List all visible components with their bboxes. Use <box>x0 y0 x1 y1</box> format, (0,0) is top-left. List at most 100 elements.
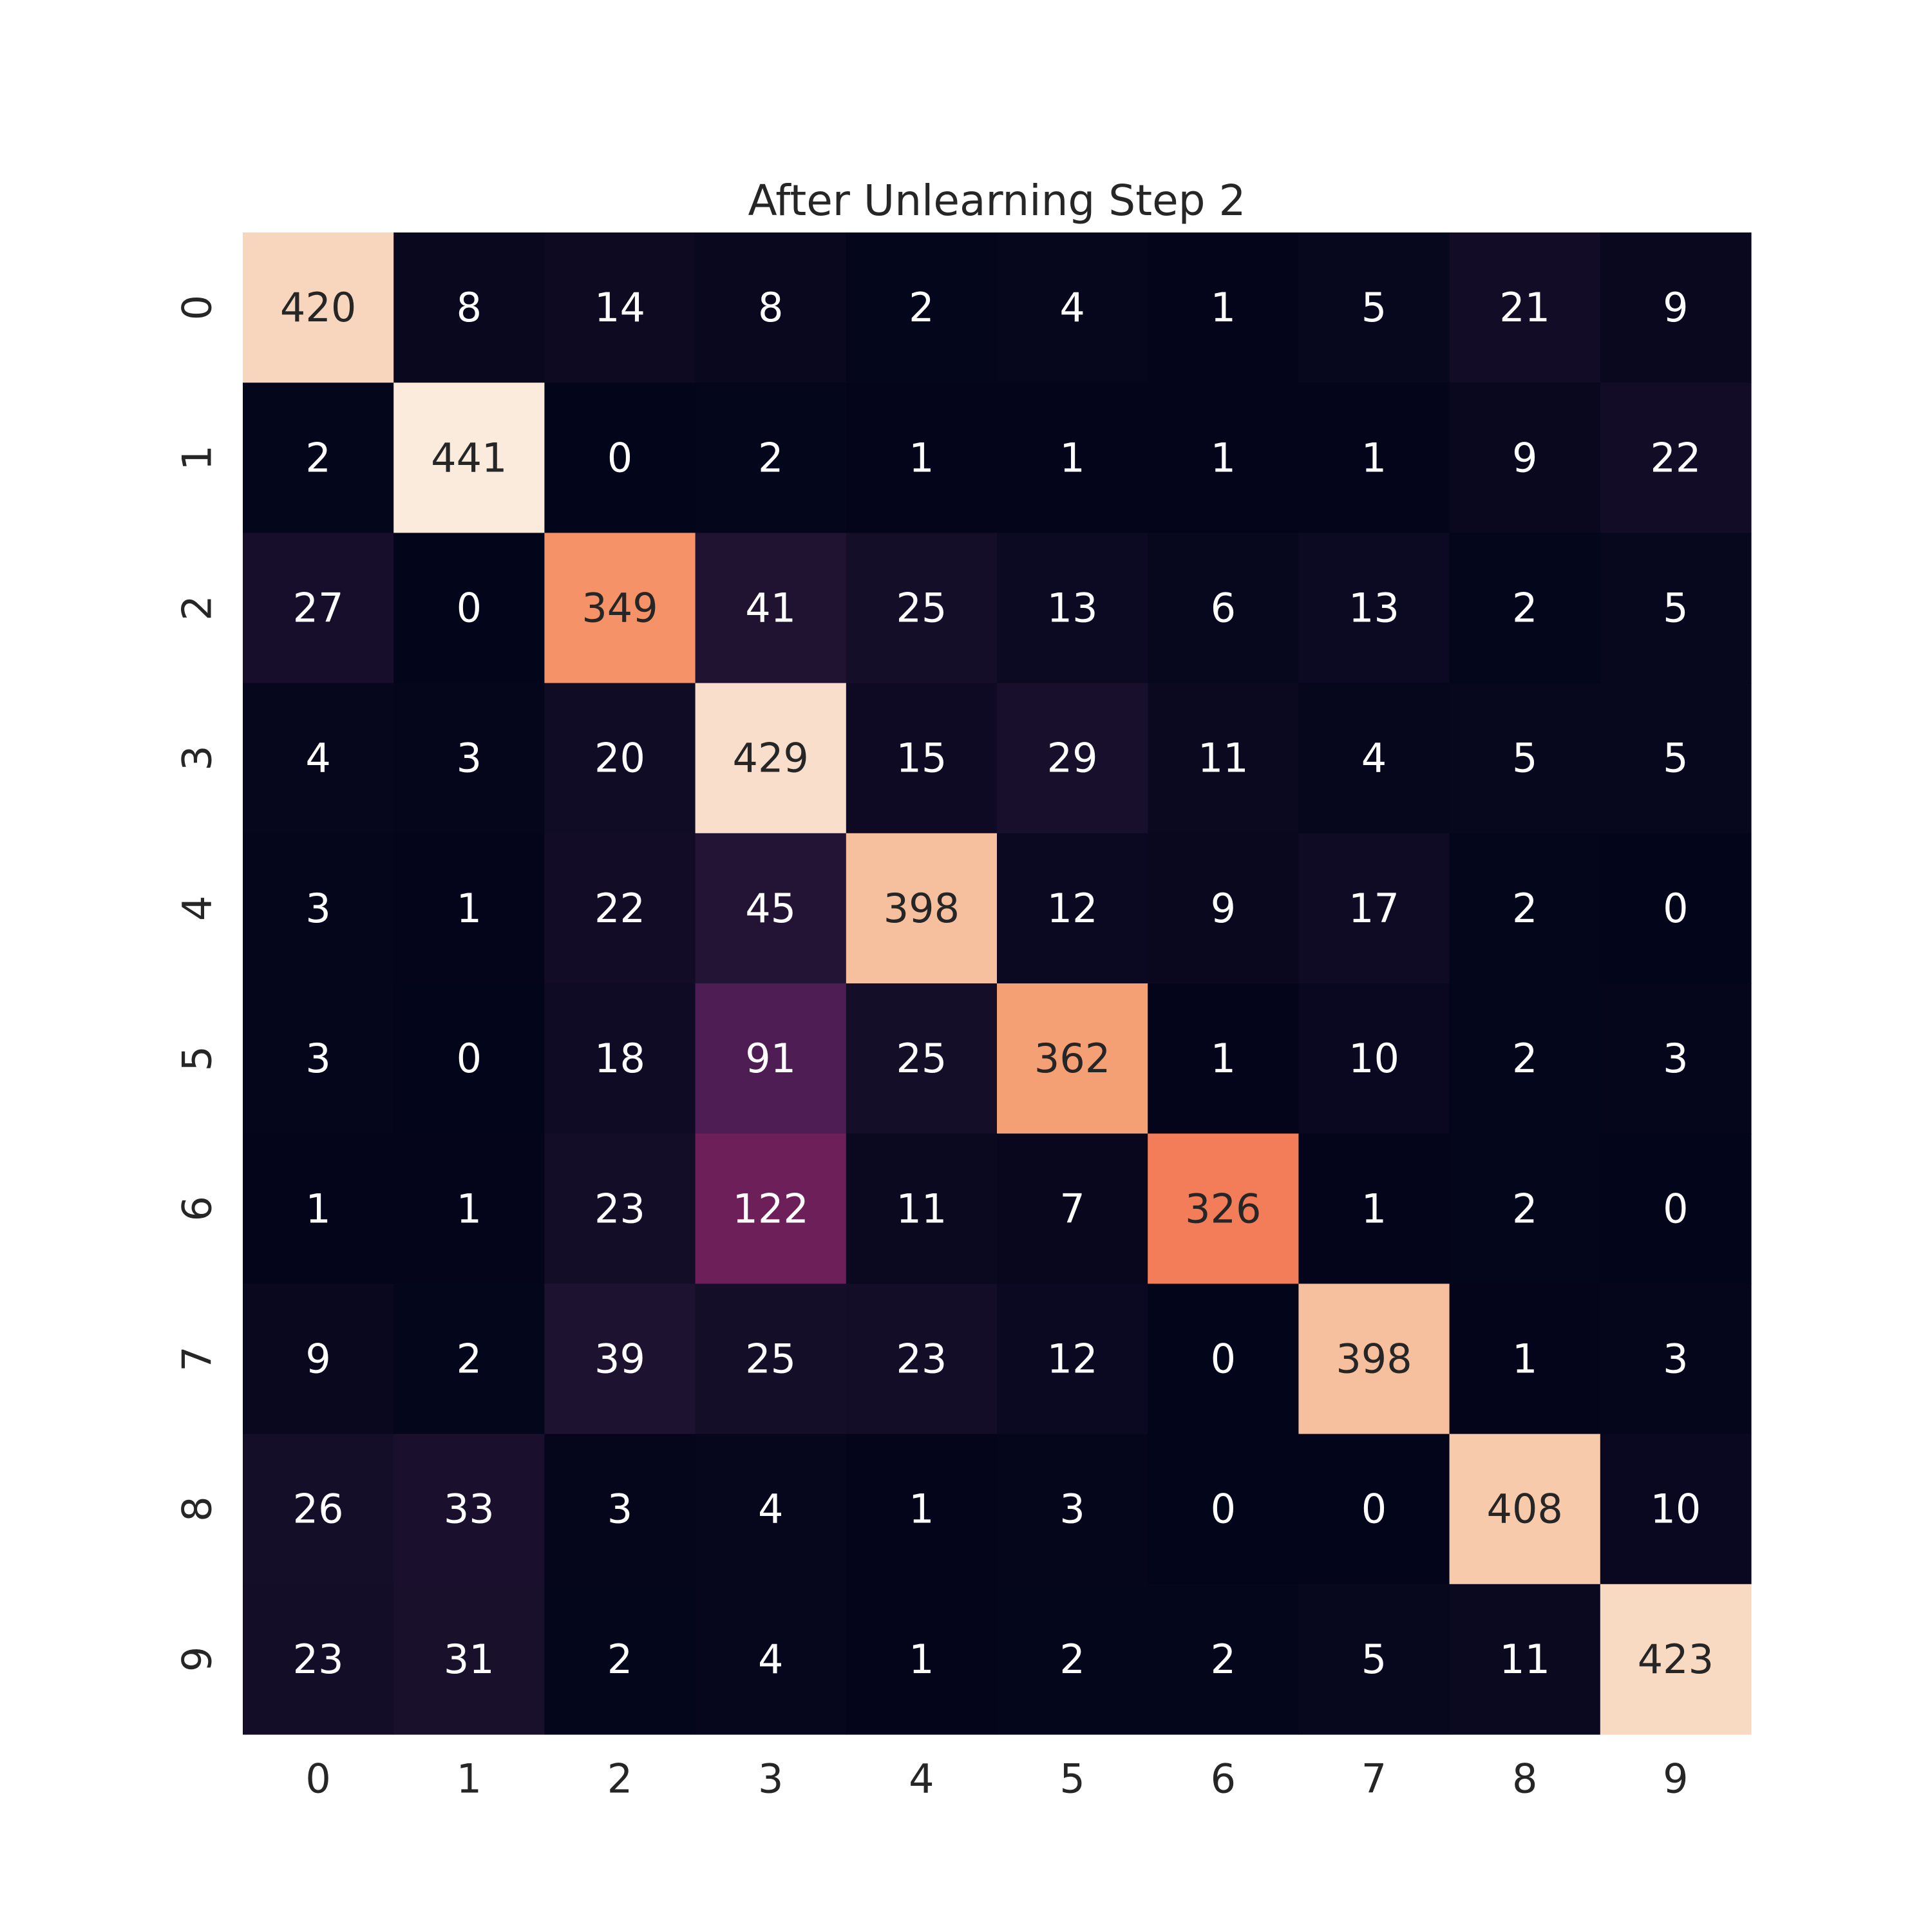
heatmap-cell-r0-c6 <box>1148 232 1299 383</box>
heatmap-cell-r8-c4 <box>846 1434 998 1585</box>
heatmap-cell-r4-c1 <box>393 833 545 984</box>
heatmap-cell-r8-c7 <box>1298 1434 1450 1585</box>
heatmap-cell-r3-c1 <box>393 683 545 834</box>
heatmap-cell-r0-c4 <box>846 232 998 383</box>
heatmap-cell-r3-c6 <box>1148 683 1299 834</box>
heatmap-cell-r0-c9 <box>1600 232 1752 383</box>
heatmap-cell-r7-c0 <box>243 1283 394 1435</box>
cell-value-label-r0-c6: 1 <box>1211 284 1236 331</box>
cell-value-label-r1-c1: 441 <box>431 434 507 481</box>
cell-value-label-r0-c2: 14 <box>594 284 645 331</box>
cell-value-label-r6-c4: 11 <box>896 1185 947 1232</box>
cell-value-label-r0-c4: 2 <box>909 284 934 331</box>
heatmap-cell-r9-c6 <box>1148 1584 1299 1735</box>
heatmap-cell-r2-c0 <box>243 533 394 684</box>
heatmap-cell-r0-c1 <box>393 232 545 383</box>
cell-value-label-r1-c5: 1 <box>1059 434 1084 481</box>
cell-value-label-r7-c8: 1 <box>1512 1336 1537 1383</box>
cell-value-label-r3-c2: 20 <box>594 735 645 782</box>
x-tick-label-4: 4 <box>909 1756 934 1803</box>
cell-value-label-r2-c3: 41 <box>745 585 796 632</box>
cell-value-label-r6-c0: 1 <box>305 1185 330 1232</box>
cell-value-label-r5-c0: 3 <box>305 1035 330 1082</box>
cell-value-label-r0-c7: 5 <box>1361 284 1387 331</box>
x-tick-label-1: 1 <box>457 1756 482 1803</box>
cell-value-label-r3-c4: 15 <box>896 735 947 782</box>
cell-value-label-r0-c5: 4 <box>1059 284 1084 331</box>
cell-value-label-r5-c3: 91 <box>745 1035 796 1082</box>
cell-value-label-r6-c7: 1 <box>1361 1185 1387 1232</box>
cell-value-label-r3-c1: 3 <box>457 735 482 782</box>
heatmap-cell-r3-c8 <box>1449 683 1601 834</box>
heatmap-cell-r9-c2 <box>544 1584 696 1735</box>
heatmap-cell-r1-c5 <box>997 383 1148 533</box>
cell-value-label-r6-c3: 122 <box>733 1185 809 1232</box>
heatmap-cell-r9-c5 <box>997 1584 1148 1735</box>
heatmap-cell-r5-c1 <box>393 983 545 1134</box>
cell-value-label-r2-c8: 2 <box>1512 585 1537 632</box>
heatmap-cell-r0-c8 <box>1449 232 1601 383</box>
cell-value-label-r6-c9: 0 <box>1663 1185 1688 1232</box>
heatmap-cell-r7-c3 <box>695 1283 847 1435</box>
cell-value-label-r5-c9: 3 <box>1663 1035 1688 1082</box>
cell-value-label-r1-c7: 1 <box>1361 434 1387 481</box>
cell-value-label-r5-c7: 10 <box>1349 1035 1399 1082</box>
cell-value-label-r8-c2: 3 <box>607 1486 632 1533</box>
heatmap-cell-r2-c7 <box>1298 533 1450 684</box>
heatmap-cell-r8-c6 <box>1148 1434 1299 1585</box>
heatmap-cell-r2-c4 <box>846 533 998 684</box>
heatmap-cell-r6-c7 <box>1298 1133 1450 1284</box>
y-tick-label-9: 9 <box>174 1647 221 1672</box>
cell-value-label-r9-c5: 2 <box>1059 1636 1084 1683</box>
heatmap-cell-r3-c3 <box>695 683 847 834</box>
cell-value-label-r9-c2: 2 <box>607 1636 632 1683</box>
heatmap-cell-r1-c8 <box>1449 383 1601 533</box>
cell-value-label-r2-c4: 25 <box>896 585 947 632</box>
cell-value-label-r9-c8: 11 <box>1499 1636 1550 1683</box>
heatmap-cell-r7-c5 <box>997 1283 1148 1435</box>
heatmap-cell-r0-c2 <box>544 232 696 383</box>
cell-value-label-r7-c6: 0 <box>1211 1336 1236 1383</box>
heatmap-cell-r3-c2 <box>544 683 696 834</box>
heatmap-cell-r1-c1 <box>393 383 545 533</box>
y-tick-label-3: 3 <box>174 745 221 770</box>
y-tick-label-6: 6 <box>174 1196 221 1221</box>
cell-value-label-r4-c5: 12 <box>1047 885 1098 932</box>
heatmap-cell-r6-c6 <box>1148 1133 1299 1284</box>
x-tick-label-6: 6 <box>1211 1756 1236 1803</box>
cell-value-label-r2-c7: 13 <box>1349 585 1399 632</box>
cell-value-label-r6-c8: 2 <box>1512 1185 1537 1232</box>
heatmap-cell-r0-c0 <box>243 232 394 383</box>
cell-value-label-r2-c9: 5 <box>1663 585 1688 632</box>
x-tick-label-8: 8 <box>1512 1756 1537 1803</box>
cell-value-label-r6-c2: 23 <box>594 1185 645 1232</box>
cell-value-label-r8-c7: 0 <box>1361 1486 1387 1533</box>
cell-value-label-r1-c3: 2 <box>758 434 783 481</box>
cell-value-label-r8-c8: 408 <box>1487 1486 1563 1533</box>
cell-value-label-r7-c2: 39 <box>594 1336 645 1383</box>
chart-title: After Unlearning Step 2 <box>748 176 1245 225</box>
heatmap-cell-r9-c3 <box>695 1584 847 1735</box>
cell-value-label-r5-c6: 1 <box>1211 1035 1236 1082</box>
heatmap-cell-r4-c9 <box>1600 833 1752 984</box>
heatmap-cell-r9-c4 <box>846 1584 998 1735</box>
y-tick-label-4: 4 <box>174 896 221 921</box>
heatmap-cell-r2-c2 <box>544 533 696 684</box>
heatmap-cell-r8-c2 <box>544 1434 696 1585</box>
cell-value-label-r2-c0: 27 <box>293 585 344 632</box>
cell-value-label-r4-c7: 17 <box>1349 885 1399 932</box>
cell-value-label-r9-c9: 423 <box>1638 1636 1714 1683</box>
cell-value-label-r4-c3: 45 <box>745 885 796 932</box>
cell-value-label-r4-c1: 1 <box>457 885 482 932</box>
cell-value-label-r9-c3: 4 <box>758 1636 783 1683</box>
heatmap-cell-r2-c6 <box>1148 533 1299 684</box>
heatmap-cell-r1-c6 <box>1148 383 1299 533</box>
cell-value-label-r8-c3: 4 <box>758 1486 783 1533</box>
cell-value-label-r3-c5: 29 <box>1047 735 1098 782</box>
heatmap-cell-r1-c2 <box>544 383 696 533</box>
heatmap-cell-r0-c3 <box>695 232 847 383</box>
cell-value-label-r1-c8: 9 <box>1512 434 1537 481</box>
cell-value-label-r9-c6: 2 <box>1211 1636 1236 1683</box>
